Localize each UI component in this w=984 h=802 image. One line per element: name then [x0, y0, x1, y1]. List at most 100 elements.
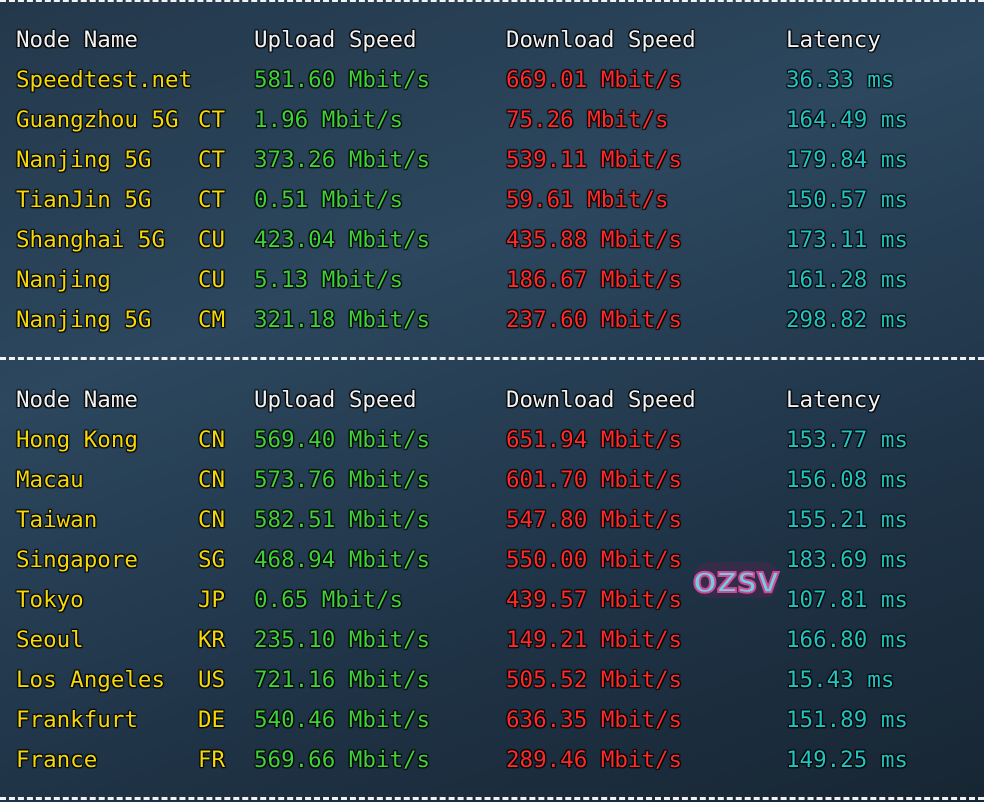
- divider-line: [0, 0, 984, 2]
- upload-speed: 721.16 Mbit/s: [254, 667, 431, 693]
- upload-speed: 1.96 Mbit/s: [254, 107, 404, 133]
- latency: 36.33 ms: [786, 67, 895, 93]
- upload-speed: 0.65 Mbit/s: [254, 587, 404, 613]
- node-name: Nanjing: [16, 267, 111, 293]
- table-row: Seoul KR 235.10 Mbit/s 149.21 Mbit/s 166.80 …: [0, 620, 984, 660]
- header-node: Node Name: [16, 387, 138, 413]
- node-name: Taiwan: [16, 507, 98, 533]
- node-isp: CT: [198, 107, 226, 133]
- upload-speed: 373.26 Mbit/s: [254, 147, 431, 173]
- download-speed: 435.88 Mbit/s: [506, 227, 683, 253]
- node-name: Shanghai 5G: [16, 227, 166, 253]
- download-speed: 149.21 Mbit/s: [506, 627, 683, 653]
- table-row: Singapore SG 468.94 Mbit/s 550.00 Mbit/s 183…: [0, 540, 984, 580]
- table-header: Node Name Upload Speed Download Speed Laten…: [0, 20, 984, 60]
- latency: 183.69 ms: [786, 547, 908, 573]
- upload-speed: 569.40 Mbit/s: [254, 427, 431, 453]
- upload-speed: 569.66 Mbit/s: [254, 747, 431, 773]
- download-speed: 651.94 Mbit/s: [506, 427, 683, 453]
- download-speed: 550.00 Mbit/s: [506, 547, 683, 573]
- node-name: Frankfurt: [16, 707, 138, 733]
- download-speed: 186.67 Mbit/s: [506, 267, 683, 293]
- upload-speed: 581.60 Mbit/s: [254, 67, 431, 93]
- node-isp: CM: [198, 307, 226, 333]
- node-isp: DE: [198, 707, 226, 733]
- latency: 150.57 ms: [786, 187, 908, 213]
- node-isp: CT: [198, 187, 226, 213]
- ozsv-watermark-logo: OZSV: [692, 562, 780, 600]
- divider-line: [0, 797, 984, 800]
- header-upload: Upload Speed: [254, 27, 417, 53]
- download-speed: 636.35 Mbit/s: [506, 707, 683, 733]
- upload-speed: 573.76 Mbit/s: [254, 467, 431, 493]
- svg-text:OZSV: OZSV: [693, 566, 779, 599]
- table-row: Hong Kong CN 569.40 Mbit/s 651.94 Mbit/s 153…: [0, 420, 984, 460]
- table-row: Taiwan CN 582.51 Mbit/s 547.80 Mbit/s 155.21…: [0, 500, 984, 540]
- node-name: TianJin 5G: [16, 187, 152, 213]
- table-row: Frankfurt DE 540.46 Mbit/s 636.35 Mbit/s 151…: [0, 700, 984, 740]
- node-name: Seoul: [16, 627, 84, 653]
- latency: 151.89 ms: [786, 707, 908, 733]
- table-row: Macau CN 573.76 Mbit/s 601.70 Mbit/s 156.08 …: [0, 460, 984, 500]
- divider-line: [0, 357, 984, 360]
- node-isp: FR: [198, 747, 226, 773]
- node-isp: CN: [198, 427, 226, 453]
- node-name: Singapore: [16, 547, 138, 573]
- table-row: Shanghai 5G CU 423.04 Mbit/s 435.88 Mbit/s 1…: [0, 220, 984, 260]
- node-name: Speedtest.net: [16, 67, 193, 93]
- download-speed: 505.52 Mbit/s: [506, 667, 683, 693]
- header-latency: Latency: [786, 27, 881, 53]
- download-speed: 289.46 Mbit/s: [506, 747, 683, 773]
- latency: 179.84 ms: [786, 147, 908, 173]
- node-isp: JP: [198, 587, 226, 613]
- download-speed: 601.70 Mbit/s: [506, 467, 683, 493]
- upload-speed: 0.51 Mbit/s: [254, 187, 404, 213]
- latency: 149.25 ms: [786, 747, 908, 773]
- node-isp: CN: [198, 507, 226, 533]
- table-row: Nanjing 5G CM 321.18 Mbit/s 237.60 Mbit/s 29…: [0, 300, 984, 340]
- latency: 107.81 ms: [786, 587, 908, 613]
- upload-speed: 540.46 Mbit/s: [254, 707, 431, 733]
- latency: 298.82 ms: [786, 307, 908, 333]
- node-isp: US: [198, 667, 226, 693]
- download-speed: 59.61 Mbit/s: [506, 187, 669, 213]
- table-row: Los Angeles US 721.16 Mbit/s 505.52 Mbit/s 1…: [0, 660, 984, 700]
- node-isp: CT: [198, 147, 226, 173]
- download-speed: 669.01 Mbit/s: [506, 67, 683, 93]
- download-speed: 75.26 Mbit/s: [506, 107, 669, 133]
- upload-speed: 321.18 Mbit/s: [254, 307, 431, 333]
- latency: 156.08 ms: [786, 467, 908, 493]
- download-speed: 539.11 Mbit/s: [506, 147, 683, 173]
- node-name: Guangzhou 5G: [16, 107, 179, 133]
- header-upload: Upload Speed: [254, 387, 417, 413]
- upload-speed: 468.94 Mbit/s: [254, 547, 431, 573]
- download-speed: 547.80 Mbit/s: [506, 507, 683, 533]
- node-isp: CN: [198, 467, 226, 493]
- node-isp: CU: [198, 227, 226, 253]
- upload-speed: 423.04 Mbit/s: [254, 227, 431, 253]
- latency: 166.80 ms: [786, 627, 908, 653]
- node-name: Macau: [16, 467, 84, 493]
- download-speed: 237.60 Mbit/s: [506, 307, 683, 333]
- table-row: Guangzhou 5G CT 1.96 Mbit/s 75.26 Mbit/s 164…: [0, 100, 984, 140]
- node-isp: CU: [198, 267, 226, 293]
- table-row: Tokyo JP 0.65 Mbit/s 439.57 Mbit/s 107.81 ms: [0, 580, 984, 620]
- table-row: Nanjing CU 5.13 Mbit/s 186.67 Mbit/s 161.28 …: [0, 260, 984, 300]
- latency: 161.28 ms: [786, 267, 908, 293]
- header-download: Download Speed: [506, 387, 696, 413]
- latency: 173.11 ms: [786, 227, 908, 253]
- download-speed: 439.57 Mbit/s: [506, 587, 683, 613]
- node-name: Hong Kong: [16, 427, 138, 453]
- node-name: Nanjing 5G: [16, 147, 152, 173]
- latency: 155.21 ms: [786, 507, 908, 533]
- node-name: Nanjing 5G: [16, 307, 152, 333]
- node-name: France: [16, 747, 98, 773]
- node-isp: SG: [198, 547, 226, 573]
- header-node: Node Name: [16, 27, 138, 53]
- node-name: Los Angeles: [16, 667, 166, 693]
- node-isp: KR: [198, 627, 226, 653]
- upload-speed: 582.51 Mbit/s: [254, 507, 431, 533]
- upload-speed: 5.13 Mbit/s: [254, 267, 404, 293]
- latency: 153.77 ms: [786, 427, 908, 453]
- node-name: Tokyo: [16, 587, 84, 613]
